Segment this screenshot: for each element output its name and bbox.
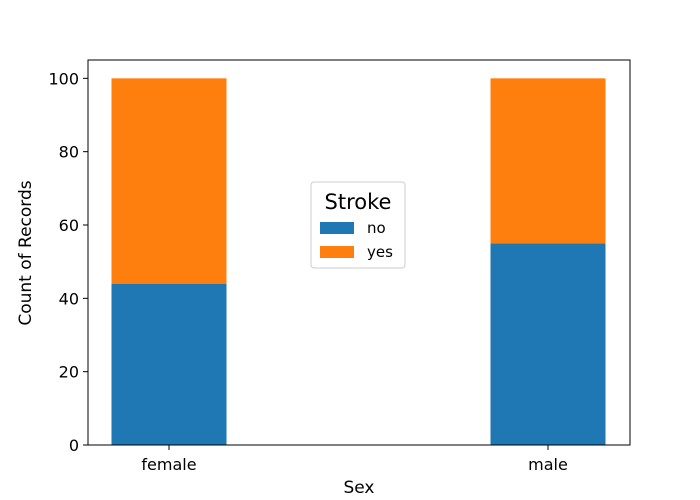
x-tick-label-male: male [528, 455, 568, 474]
bar-female-yes [111, 78, 227, 284]
legend-label-no: no [367, 219, 386, 237]
bar-female-no [111, 283, 227, 445]
legend-title: Stroke [325, 190, 392, 214]
bar-male-no [490, 243, 606, 445]
legend-label-yes: yes [367, 243, 393, 261]
y-tick-label: 40 [59, 289, 79, 308]
x-axis-title: Sex [343, 478, 374, 498]
y-tick-label: 20 [59, 363, 79, 382]
y-tick-label: 80 [59, 143, 79, 162]
x-tick-label-female: female [141, 455, 196, 474]
y-tick-label: 100 [48, 69, 79, 88]
legend-swatch-yes [320, 246, 354, 258]
y-tick-label: 60 [59, 216, 79, 235]
legend-items: no yes [320, 219, 393, 261]
x-axis: female male [141, 445, 568, 474]
plot-frame [87, 59, 631, 446]
y-axis-title: Count of Records [16, 180, 36, 325]
bar-male-yes [490, 78, 606, 244]
legend-swatch-no [320, 222, 354, 234]
legend: Stroke no yes [310, 181, 406, 269]
y-tick-label: 0 [69, 436, 79, 455]
y-axis: 0 20 40 60 80 100 [48, 69, 88, 455]
bars-group [111, 78, 606, 445]
